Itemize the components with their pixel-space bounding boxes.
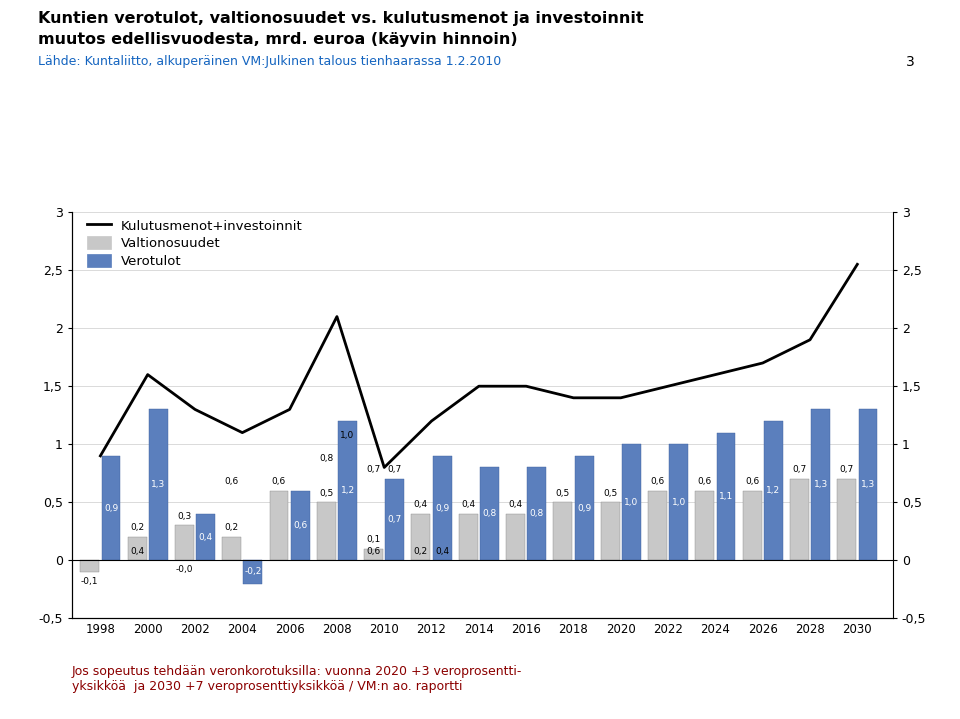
Text: 1,2: 1,2 xyxy=(341,486,354,495)
Text: 0,2: 0,2 xyxy=(414,546,428,556)
Text: 0,5: 0,5 xyxy=(603,489,617,498)
Bar xyxy=(364,549,383,560)
Bar xyxy=(270,490,288,560)
Text: 0,6: 0,6 xyxy=(650,477,664,486)
Bar xyxy=(553,503,572,560)
Bar xyxy=(575,456,593,560)
Text: 0,3: 0,3 xyxy=(178,512,191,521)
Bar xyxy=(291,490,310,560)
Text: 0,9: 0,9 xyxy=(435,503,449,513)
Bar xyxy=(669,444,688,560)
Text: 0,9: 0,9 xyxy=(577,503,591,513)
Text: 0,7: 0,7 xyxy=(388,516,402,524)
Text: Lähde: Kuntaliitto, alkuperäinen VM:Julkinen talous tienhaarassa 1.2.2010: Lähde: Kuntaliitto, alkuperäinen VM:Julk… xyxy=(38,55,502,68)
Bar xyxy=(622,444,641,560)
Text: 0,6: 0,6 xyxy=(367,546,381,556)
Text: 0,1: 0,1 xyxy=(367,535,381,544)
Text: Kuntien verotulot, valtionosuudet vs. kulutusmenot ja investoinnit: Kuntien verotulot, valtionosuudet vs. ku… xyxy=(38,11,644,26)
Bar xyxy=(338,421,357,560)
Text: 1,0: 1,0 xyxy=(341,431,354,439)
Text: 1,1: 1,1 xyxy=(719,492,733,501)
Text: 0,4: 0,4 xyxy=(461,500,475,509)
Bar xyxy=(648,490,667,560)
Text: 1,0: 1,0 xyxy=(672,498,685,507)
Bar xyxy=(601,503,619,560)
Bar xyxy=(480,467,499,560)
Bar xyxy=(459,514,478,560)
Text: -0,0: -0,0 xyxy=(176,565,193,574)
Bar xyxy=(433,456,451,560)
Text: 0,6: 0,6 xyxy=(698,477,712,486)
Text: 0,6: 0,6 xyxy=(745,477,759,486)
Text: 0,7: 0,7 xyxy=(840,465,853,475)
Bar xyxy=(743,490,761,560)
Bar xyxy=(222,537,241,560)
Bar xyxy=(412,514,430,560)
Text: 0,2: 0,2 xyxy=(130,523,144,533)
Text: 0,6: 0,6 xyxy=(293,521,307,530)
Text: 0,8: 0,8 xyxy=(482,509,496,518)
Bar xyxy=(196,514,215,560)
Text: 1,2: 1,2 xyxy=(766,486,780,495)
Text: 0,2: 0,2 xyxy=(225,523,239,533)
Text: 0,6: 0,6 xyxy=(225,477,239,486)
Text: 3: 3 xyxy=(906,55,915,69)
Text: 0,8: 0,8 xyxy=(530,509,544,518)
Bar xyxy=(837,479,856,560)
Text: 0,6: 0,6 xyxy=(272,477,286,486)
Text: 0,5: 0,5 xyxy=(319,489,333,498)
Text: 1,3: 1,3 xyxy=(152,480,165,490)
Legend: Kulutusmenot+investoinnit, Valtionosuudet, Verotulot: Kulutusmenot+investoinnit, Valtionosuude… xyxy=(86,219,302,268)
Text: 0,5: 0,5 xyxy=(556,489,570,498)
Bar xyxy=(102,456,121,560)
Text: -0,1: -0,1 xyxy=(81,577,99,585)
Text: 1,3: 1,3 xyxy=(813,480,828,490)
Bar xyxy=(695,490,714,560)
Text: 1,3: 1,3 xyxy=(861,480,876,490)
Bar xyxy=(244,560,262,584)
Bar xyxy=(506,514,525,560)
Bar xyxy=(527,467,546,560)
Bar xyxy=(858,409,877,560)
Text: 1,0: 1,0 xyxy=(624,498,638,507)
Text: Jos sopeutus tehdään veronkorotuksilla: vuonna 2020 +3 veroprosentti-
yksikköä  : Jos sopeutus tehdään veronkorotuksilla: … xyxy=(72,665,522,693)
Text: 0,9: 0,9 xyxy=(104,503,118,513)
Bar xyxy=(764,421,782,560)
Bar xyxy=(811,409,830,560)
Bar xyxy=(790,479,809,560)
Text: 0,7: 0,7 xyxy=(367,465,381,475)
Text: -0,2: -0,2 xyxy=(244,567,262,577)
Text: 0,4: 0,4 xyxy=(414,500,428,509)
Text: muutos edellisvuodesta, mrd. euroa (käyvin hinnoin): muutos edellisvuodesta, mrd. euroa (käyv… xyxy=(38,32,518,47)
Text: 0,4: 0,4 xyxy=(199,533,213,541)
Bar xyxy=(128,537,147,560)
Bar xyxy=(149,409,168,560)
Text: 0,4: 0,4 xyxy=(435,546,449,556)
Bar xyxy=(385,479,404,560)
Bar xyxy=(716,433,735,560)
Text: 0,4: 0,4 xyxy=(509,500,522,509)
Text: 0,4: 0,4 xyxy=(130,546,144,556)
Text: 0,7: 0,7 xyxy=(388,465,402,475)
Bar xyxy=(175,526,194,560)
Bar xyxy=(81,560,99,572)
Text: 0,7: 0,7 xyxy=(792,465,806,475)
Text: 0,8: 0,8 xyxy=(319,454,333,463)
Bar xyxy=(317,503,336,560)
